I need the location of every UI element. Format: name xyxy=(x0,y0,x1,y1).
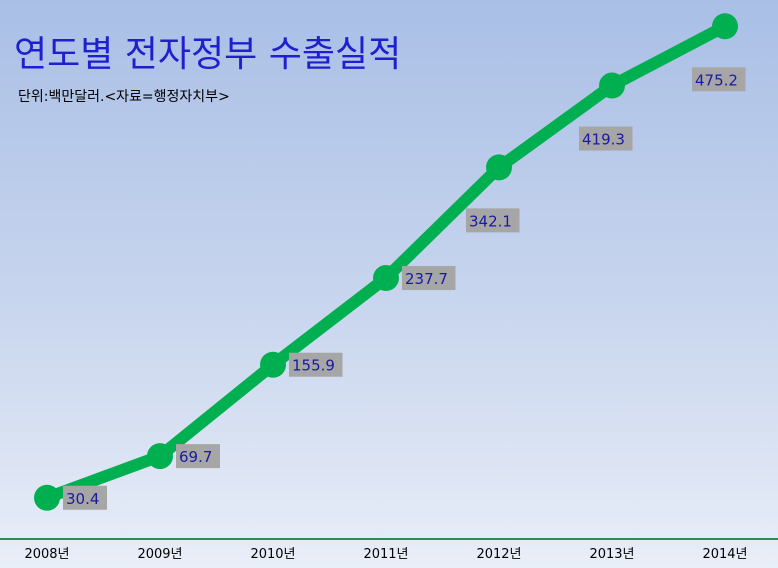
x-tick-label: 2009년 xyxy=(137,547,182,562)
data-point xyxy=(373,265,399,292)
data-label-text: 30.4 xyxy=(66,490,99,508)
data-label: 419.3 xyxy=(579,126,633,151)
data-label-bg xyxy=(402,266,456,291)
data-label-text: 237.7 xyxy=(405,270,448,288)
data-label: 237.7 xyxy=(402,266,456,291)
series-layer xyxy=(34,13,738,511)
data-label-bg xyxy=(692,67,746,92)
data-point xyxy=(147,443,173,470)
data-label-text: 69.7 xyxy=(179,448,212,466)
data-label-bg xyxy=(63,485,107,510)
x-tick-label: 2008년 xyxy=(24,547,69,562)
data-label-text: 155.9 xyxy=(292,357,335,375)
data-label-text: 475.2 xyxy=(695,71,738,89)
data-point xyxy=(712,13,738,40)
chart-subtitle: 단위:백만달러.<자료=행정자치부> xyxy=(18,89,230,105)
data-label-layer: 30.4 69.7 155.9 237.7 342.1 419.3 475.2 xyxy=(63,67,746,510)
data-label-bg xyxy=(176,444,220,469)
data-label: 155.9 xyxy=(289,352,343,377)
chart-title: 연도별 전자정부 수출실적 xyxy=(14,34,401,75)
data-label: 342.1 xyxy=(466,208,520,233)
x-tick-label: 2014년 xyxy=(702,547,747,562)
data-point xyxy=(34,484,60,511)
data-label: 69.7 xyxy=(176,444,220,469)
data-point xyxy=(260,351,286,378)
data-label: 475.2 xyxy=(692,67,746,92)
data-label-bg xyxy=(466,208,520,233)
x-tick-label: 2011년 xyxy=(363,547,408,562)
data-label-text: 342.1 xyxy=(469,212,512,230)
x-tick-layer: 2008년 2009년 2010년 2011년 2012년 2013년 2014년 xyxy=(24,547,747,562)
x-tick-label: 2010년 xyxy=(250,547,295,562)
data-label-bg xyxy=(289,352,343,377)
data-point xyxy=(486,154,512,181)
data-label: 30.4 xyxy=(63,485,107,510)
data-label-text: 419.3 xyxy=(582,131,625,149)
data-point xyxy=(599,72,625,99)
data-label-bg xyxy=(579,126,633,151)
x-tick-label: 2013년 xyxy=(589,547,634,562)
x-tick-label: 2012년 xyxy=(476,547,521,562)
